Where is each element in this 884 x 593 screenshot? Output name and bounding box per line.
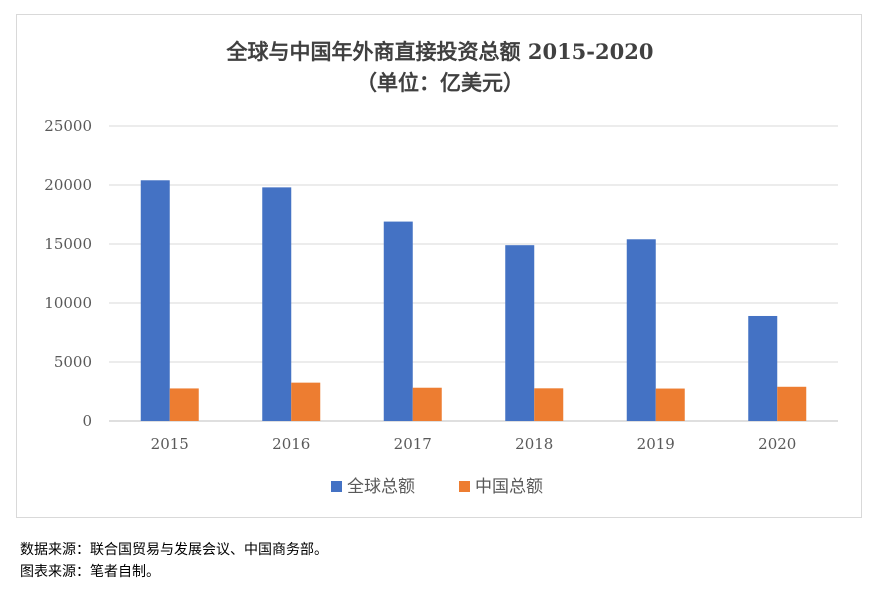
bar-china-2018 bbox=[534, 388, 564, 421]
x-tick-label: 2017 bbox=[394, 435, 432, 453]
bar-global-2015 bbox=[140, 180, 170, 421]
y-tick-label: 25000 bbox=[44, 117, 92, 135]
y-tick-label: 5000 bbox=[54, 353, 92, 371]
y-tick-label: 10000 bbox=[44, 294, 92, 312]
bar-global-2016 bbox=[262, 187, 292, 421]
y-tick-label: 15000 bbox=[44, 235, 92, 253]
legend-swatch bbox=[331, 481, 342, 492]
y-tick-label: 20000 bbox=[44, 176, 92, 194]
bar-china-2019 bbox=[655, 388, 685, 421]
y-axis-ticks: 0 5000 10000 15000 20000 25000 bbox=[44, 117, 92, 430]
chart-frame: 全球与中国年外商直接投资总额 2015-2020 （单位：亿美元） 0 5000 1… bbox=[16, 14, 862, 518]
chart-subtitle: （单位：亿美元） bbox=[356, 70, 524, 95]
gridlines bbox=[109, 125, 838, 422]
chart-notes: 数据来源：联合国贸易与发展会议、中国商务部。 图表来源：笔者自制。 bbox=[20, 539, 328, 583]
x-tick-label: 2019 bbox=[637, 435, 675, 453]
bar-global-2017 bbox=[383, 221, 413, 421]
chart-title: 全球与中国年外商直接投资总额 2015-2020 bbox=[226, 39, 654, 64]
x-tick-label: 2015 bbox=[151, 435, 189, 453]
legend-label: 全球总额 bbox=[347, 477, 415, 497]
bar-chart: 全球与中国年外商直接投资总额 2015-2020 （单位：亿美元） 0 5000 1… bbox=[44, 39, 838, 497]
bars bbox=[140, 180, 807, 421]
legend-swatch bbox=[459, 481, 470, 492]
bar-china-2016 bbox=[291, 382, 321, 421]
bar-global-2018 bbox=[505, 245, 535, 421]
legend: 全球总额 中国总额 bbox=[331, 477, 543, 497]
bar-global-2019 bbox=[626, 239, 656, 421]
bar-china-2020 bbox=[777, 386, 807, 421]
x-tick-label: 2016 bbox=[272, 435, 310, 453]
bar-china-2017 bbox=[412, 387, 442, 421]
bar-global-2020 bbox=[748, 315, 778, 421]
x-tick-label: 2018 bbox=[515, 435, 553, 453]
y-tick-label: 0 bbox=[82, 412, 92, 430]
x-tick-label: 2020 bbox=[758, 435, 796, 453]
x-axis-ticks: 2015 2016 2017 2018 2019 2020 bbox=[151, 435, 797, 453]
legend-label: 中国总额 bbox=[475, 477, 543, 497]
bar-china-2015 bbox=[169, 388, 199, 421]
data-source-note: 数据来源：联合国贸易与发展会议、中国商务部。 bbox=[20, 542, 328, 558]
chart-source-note: 图表来源：笔者自制。 bbox=[20, 564, 160, 580]
